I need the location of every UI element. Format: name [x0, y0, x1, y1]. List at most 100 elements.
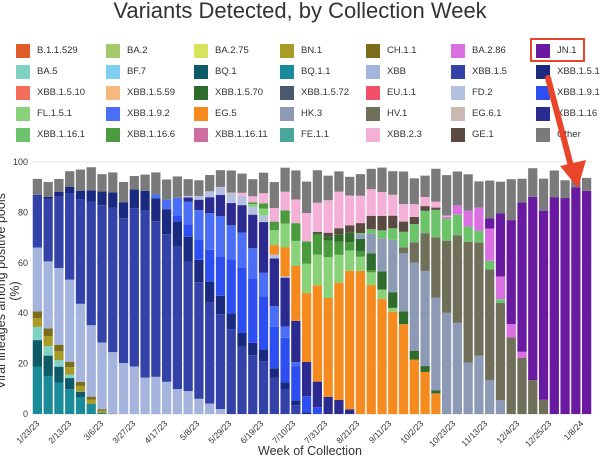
bar-segment [528, 380, 538, 414]
bar-segment [366, 272, 376, 286]
bar-segment [43, 375, 53, 414]
bar-segment [345, 270, 355, 410]
bar-segment [301, 213, 312, 242]
x-tick-label: 5/8/23 [178, 418, 202, 442]
bar-segment [65, 374, 75, 379]
bar-segment [495, 181, 506, 214]
bar-segment [75, 385, 86, 392]
bar-segment [377, 271, 387, 290]
bar-segment [161, 209, 172, 235]
bar-segment [441, 218, 452, 241]
chart-title: Variants Detected, by Collection Week [113, 0, 487, 23]
bar-segment [248, 214, 258, 249]
bar-segment [32, 311, 43, 319]
bar-segment [86, 403, 96, 405]
bar-segment [118, 362, 129, 414]
chart-legend: B.1.1.529 BA.2 BA.2.75 BN.1 CH.1.1 BA.2.86 JN.… [0, 0, 600, 150]
bar-segment [377, 192, 387, 216]
bar-segment [398, 324, 409, 414]
bar-segment [75, 169, 86, 191]
legend-label: BA.5 [37, 66, 58, 77]
legend-swatch [194, 107, 208, 121]
bar-segment [355, 223, 366, 234]
bar-segment [398, 231, 409, 248]
legend-label: BQ.1.1 [301, 66, 331, 77]
bar-segment [151, 221, 161, 377]
bar-segment [86, 167, 96, 191]
legend-swatch [280, 107, 294, 121]
bar-segment [420, 371, 430, 414]
x-tick-label: 2/13/23 [46, 418, 73, 445]
bar-segment [86, 190, 96, 202]
bar-segment [388, 171, 398, 195]
bar-segment [43, 198, 53, 262]
x-tick-label: 7/31/23 [302, 418, 329, 445]
bar-segment [140, 190, 150, 211]
legend-swatch [451, 107, 465, 121]
bar-segment [172, 176, 183, 198]
bar-segment [366, 215, 376, 230]
bar-segment [366, 168, 376, 190]
bar-segment [237, 192, 247, 196]
legend-label: B.1.1.529 [37, 45, 78, 56]
bar-segment [108, 172, 118, 193]
bar-segment [334, 400, 344, 414]
bar-segment [248, 355, 258, 414]
bar-segment [398, 311, 409, 325]
bar-segment [334, 171, 344, 192]
bar-segment [495, 303, 506, 401]
bar-segment [312, 234, 323, 255]
bar-segment [377, 289, 387, 300]
legend-label: XBB.1.16 [557, 108, 598, 119]
bar-segment [463, 241, 473, 363]
bar-segment [388, 307, 398, 312]
bar-segment [258, 272, 269, 297]
y-axis-label: Viral lineages among positive pools (%) [0, 193, 22, 389]
bar-segment [420, 210, 430, 234]
bar-segment [258, 193, 269, 204]
bar-segment [269, 377, 279, 414]
x-axis-label: Week of Collection [258, 444, 362, 458]
bar-segment [194, 180, 204, 196]
bar-segment [517, 178, 527, 203]
bar-segment [65, 378, 75, 390]
x-tick-label: 10/2/23 [398, 418, 425, 445]
bar-segment [291, 240, 301, 266]
bar-segment [280, 210, 290, 224]
y-tick-label: 80 [18, 207, 28, 217]
bar-segment [280, 382, 290, 390]
bar-segment [291, 223, 301, 241]
legend-label: BA.2 [127, 45, 148, 56]
bar-segment [97, 205, 107, 343]
bar-segment [345, 232, 355, 243]
bar-segment [43, 336, 53, 347]
bar-segment [452, 322, 463, 414]
bar-segment [388, 239, 398, 293]
legend-swatch [106, 65, 120, 79]
bar-segment [183, 195, 193, 198]
bar-segment [431, 390, 441, 394]
bar-segment [420, 366, 430, 372]
bar-segment [75, 391, 86, 398]
bar-segment [86, 325, 96, 397]
bar-segment [43, 355, 53, 376]
bar-segment [366, 253, 376, 271]
bar-segment [269, 258, 279, 307]
bar-segment [269, 245, 279, 255]
legend-label: XBB.1.16.6 [127, 129, 176, 140]
bar-segment [161, 381, 172, 414]
bar-segment [495, 213, 506, 277]
bar-segment [237, 173, 247, 193]
bar-segment [409, 204, 419, 217]
bar-segment [75, 397, 86, 414]
x-tick-label: 7/10/23 [270, 418, 297, 445]
bar-segment [183, 236, 193, 262]
bar-segment [269, 368, 279, 378]
bar-segment [237, 332, 247, 347]
bar-segment [312, 170, 323, 203]
legend-label: XBB.1.5.70 [215, 87, 264, 98]
annotation-arrow-head [560, 160, 586, 188]
bar-segment [226, 259, 236, 314]
x-tick-label: 1/23/23 [14, 418, 41, 445]
bar-segment [237, 232, 247, 268]
